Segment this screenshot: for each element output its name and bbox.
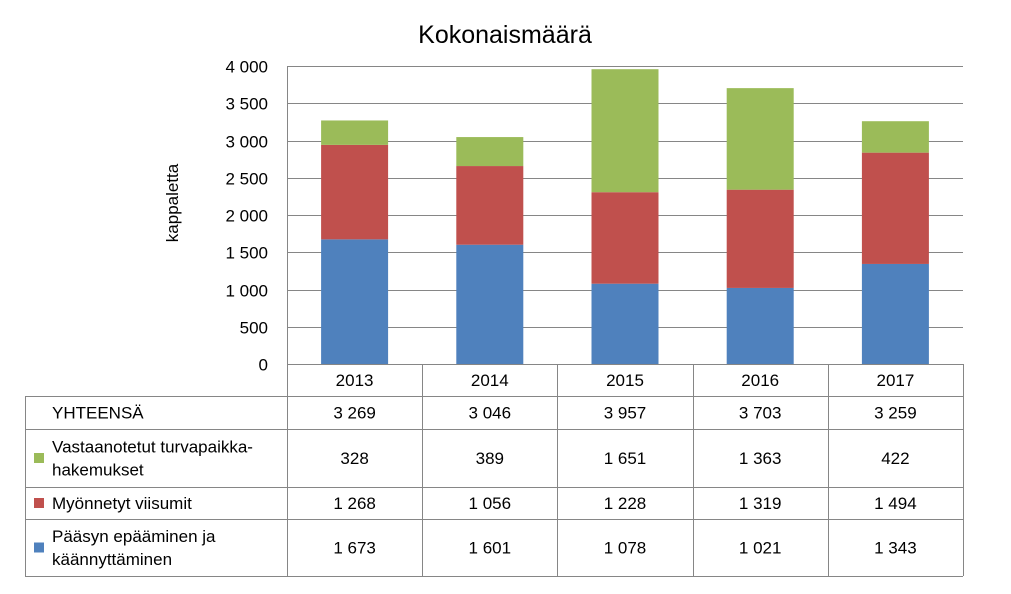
bar-segment bbox=[456, 244, 524, 364]
table-cell-value: 1 673 bbox=[333, 539, 376, 558]
table-cell-value: 1 651 bbox=[604, 449, 647, 468]
category-label: 2016 bbox=[741, 371, 779, 390]
legend-key bbox=[34, 498, 44, 508]
bar-segment bbox=[321, 239, 389, 364]
table-cell-value: 3 046 bbox=[469, 404, 512, 423]
bar-segment bbox=[726, 287, 794, 364]
table-cell-value: 1 601 bbox=[469, 539, 512, 558]
y-tick-label: 2 500 bbox=[225, 170, 268, 189]
category-label: 2013 bbox=[336, 371, 374, 390]
table-cell-value: 1 343 bbox=[874, 539, 917, 558]
table-cell-value: 3 259 bbox=[874, 404, 917, 423]
y-axis-ticks: 0 500 1 000 1 500 2 000 2 500 3 000 3 500 4 000 bbox=[225, 58, 268, 375]
bar-segment bbox=[456, 137, 524, 167]
bar-segment bbox=[321, 120, 389, 145]
bar-segment bbox=[861, 121, 929, 153]
table-cell-value: 1 021 bbox=[739, 539, 782, 558]
bar-segment bbox=[861, 263, 929, 364]
table-cell-value: 1 056 bbox=[469, 494, 512, 513]
row-label: Myönnetyt viisumit bbox=[52, 494, 192, 513]
y-tick-label: 0 bbox=[259, 356, 268, 375]
bar-segment bbox=[456, 166, 524, 245]
y-tick-label: 1 500 bbox=[225, 244, 268, 263]
bar-segment bbox=[726, 88, 794, 190]
row-label: Pääsyn epääminen ja bbox=[52, 527, 216, 546]
category-label: 2015 bbox=[606, 371, 644, 390]
row-label: Vastaanotetut turvapaikka- bbox=[52, 438, 253, 457]
bars bbox=[321, 69, 929, 364]
legend-key bbox=[34, 453, 44, 463]
y-tick-label: 3 500 bbox=[225, 95, 268, 114]
y-tick-label: 2 000 bbox=[225, 207, 268, 226]
table-cell-value: 1 319 bbox=[739, 494, 782, 513]
table-cell-value: 1 494 bbox=[874, 494, 917, 513]
table-cell-value: 3 269 bbox=[333, 404, 376, 423]
table-cell-value: 3 703 bbox=[739, 404, 782, 423]
y-axis-label: kappaletta bbox=[163, 163, 182, 242]
data-table: 2013 2014 2015 2016 2017 YHTEENSÄ 3 269 3 046 3 … bbox=[25, 364, 964, 577]
table-cell-value: 3 957 bbox=[604, 404, 647, 423]
table-cell-value: 328 bbox=[340, 449, 368, 468]
category-label: 2017 bbox=[876, 371, 914, 390]
table-cell-value: 389 bbox=[476, 449, 504, 468]
legend-key bbox=[34, 542, 44, 553]
row-label: käännyttäminen bbox=[52, 550, 172, 569]
category-label: 2014 bbox=[471, 371, 509, 390]
chart-title: Kokonaismäärä bbox=[418, 21, 592, 49]
table-cell-value: 1 228 bbox=[604, 494, 647, 513]
bar-segment bbox=[591, 192, 659, 284]
y-tick-label: 500 bbox=[240, 319, 268, 338]
bar-segment bbox=[861, 152, 929, 264]
y-tick-label: 3 000 bbox=[225, 133, 268, 152]
row-label: YHTEENSÄ bbox=[52, 404, 144, 423]
bar-segment bbox=[726, 189, 794, 288]
table-cell-value: 1 363 bbox=[739, 449, 782, 468]
table-cell-value: 422 bbox=[881, 449, 909, 468]
table-cell-value: 1 078 bbox=[604, 539, 647, 558]
bar-segment bbox=[591, 69, 659, 193]
y-tick-label: 1 000 bbox=[225, 282, 268, 301]
y-tick-label: 4 000 bbox=[225, 58, 268, 77]
table-cell-value: 1 268 bbox=[333, 494, 376, 513]
bar-segment bbox=[321, 144, 389, 240]
bar-segment bbox=[591, 283, 659, 364]
row-label: hakemukset bbox=[52, 461, 144, 480]
